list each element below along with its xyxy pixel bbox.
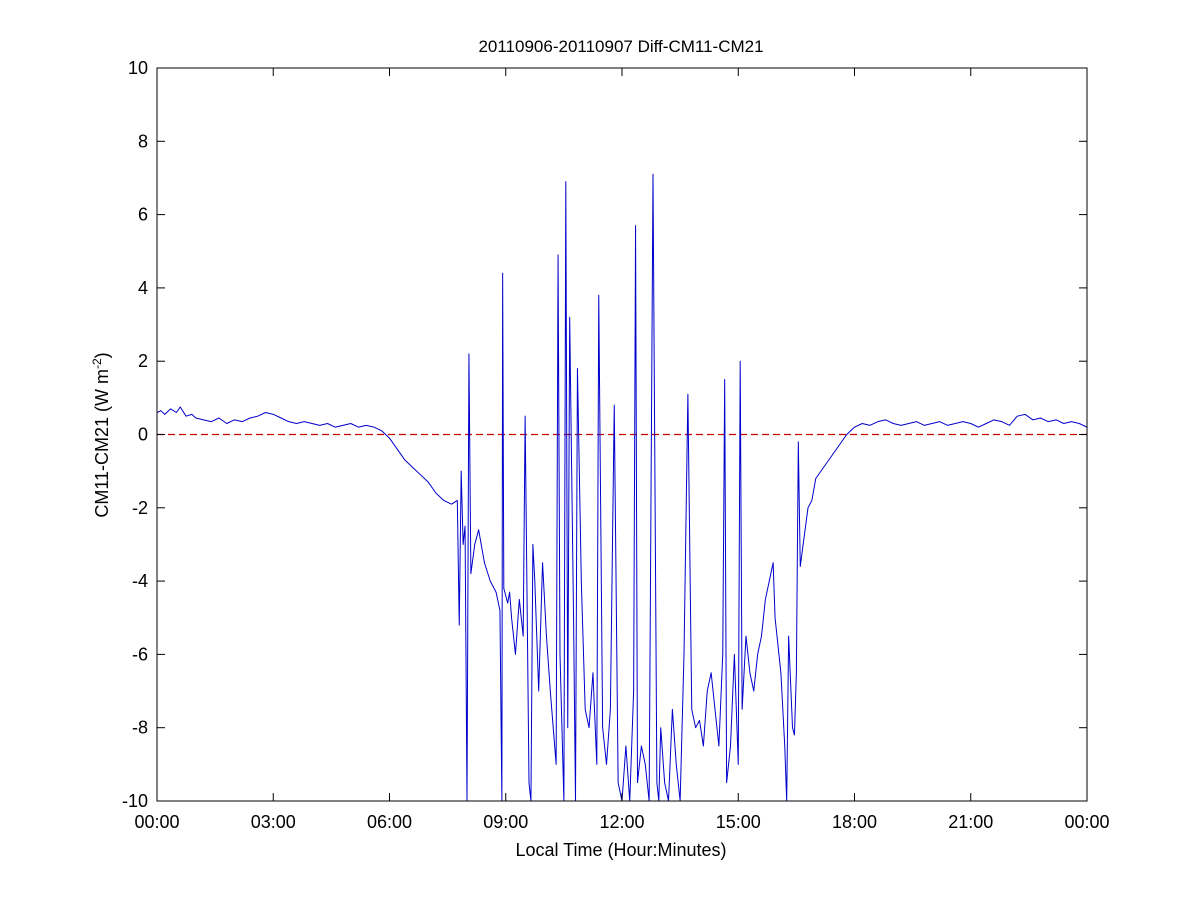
y-tick-label-10: -10 [122, 791, 148, 811]
y-axis-label-superscript: -2 [90, 358, 104, 369]
y-tick-label-4: 2 [138, 351, 148, 371]
series-layer [157, 173, 1087, 801]
y-tick-label-2: 6 [138, 205, 148, 225]
x-axis-label: Local Time (Hour:Minutes) [515, 840, 726, 860]
y-tick-label-7: -4 [132, 571, 148, 591]
y-tick-label-8: -6 [132, 644, 148, 664]
x-tick-label-5: 15:00 [716, 812, 761, 832]
x-tick-label-1: 03:00 [251, 812, 296, 832]
y-tick-label-6: -2 [132, 498, 148, 518]
chart-title: 20110906-20110907 Diff-CM11-CM21 [478, 37, 763, 56]
x-tick-label-8: 00:00 [1064, 812, 1109, 832]
y-tick-label-9: -8 [132, 718, 148, 738]
y-axis-label: CM11-CM21 (W m-2) [90, 352, 112, 517]
x-tick-label-7: 21:00 [948, 812, 993, 832]
y-tick-label-1: 8 [138, 131, 148, 151]
y-tick-label-5: 0 [138, 425, 148, 445]
x-tick-label-4: 12:00 [599, 812, 644, 832]
y-axis-label-close: ) [92, 352, 112, 358]
series-line-0 [157, 173, 1087, 801]
x-tick-label-3: 09:00 [483, 812, 528, 832]
y-axis-label-main: CM11-CM21 (W m [92, 369, 112, 518]
x-tick-label-6: 18:00 [832, 812, 877, 832]
x-tick-label-2: 06:00 [367, 812, 412, 832]
y-tick-label-3: 4 [138, 278, 148, 298]
y-tick-label-0: 10 [128, 58, 148, 78]
axis-layer: 00:00 03:00 06:00 09:00 12:00 15:00 18:00 21:00… [122, 58, 1110, 832]
x-tick-label-0: 00:00 [134, 812, 179, 832]
